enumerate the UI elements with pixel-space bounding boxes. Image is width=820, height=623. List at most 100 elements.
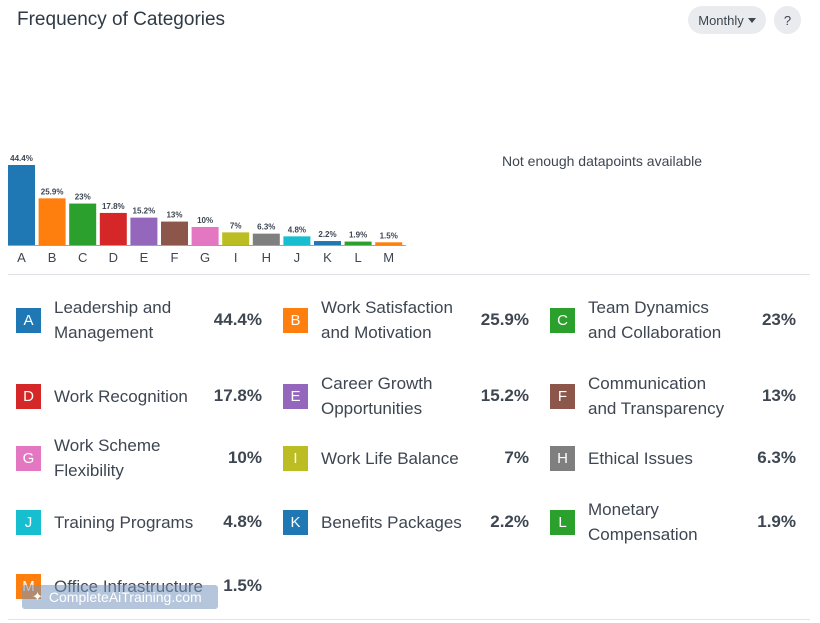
data-label-A: 44.4%: [10, 154, 33, 163]
legend-swatch: L: [550, 509, 575, 535]
legend-label: Leadership and Management: [54, 298, 172, 342]
tick-label-F: F: [171, 250, 179, 265]
legend-label: Work Life Balance: [321, 448, 459, 468]
legend-item-L: L Monetary Compensation 1.9%: [534, 494, 796, 550]
bar-A[interactable]: [8, 165, 35, 245]
tick-label-B: B: [48, 250, 57, 265]
legend-percent: 15.2%: [480, 386, 529, 405]
legend-percent: 7%: [504, 448, 529, 467]
legend-item-D: D Work Recognition 17.8%: [0, 366, 262, 426]
legend-item-K: K Benefits Packages 2.2%: [267, 494, 529, 550]
bar-F[interactable]: [161, 221, 188, 245]
tick-label-C: C: [78, 250, 87, 265]
tick-label-D: D: [109, 250, 118, 265]
divider: [8, 274, 810, 275]
legend-label: Communication and Transparency: [588, 374, 725, 418]
data-label-H: 6.3%: [257, 223, 275, 232]
divider: [8, 619, 810, 620]
legend-percent: 17.8%: [213, 386, 262, 405]
legend-item-C: C Team Dynamics and Collaboration 23%: [534, 290, 796, 350]
legend-label: Work Recognition: [54, 386, 188, 406]
legend-percent: 13%: [761, 386, 796, 405]
tick-label-A: A: [17, 250, 26, 265]
data-label-F: 13%: [166, 211, 182, 220]
legend-label: Career Growth Opportunities: [321, 374, 433, 418]
legend-item-F: F Communication and Transparency 13%: [534, 366, 796, 426]
bar-chart: 44.4% A 25.9% B 23% C 17.8% D 15.2% E 13% F 10% G 7% I 6…: [8, 154, 406, 265]
data-label-E: 15.2%: [133, 207, 156, 216]
legend-item-J: J Training Programs 4.8%: [0, 494, 262, 550]
legend-swatch: D: [16, 383, 41, 409]
sparkle-icon: ✦: [32, 589, 43, 604]
legend-percent: 44.4%: [213, 310, 262, 329]
legend-label: Ethical Issues: [588, 448, 693, 468]
bar-K[interactable]: [314, 241, 341, 245]
legend-percent: 1.9%: [757, 512, 796, 531]
tick-label-K: K: [323, 250, 332, 265]
legend-label: Team Dynamics and Collaboration: [588, 298, 722, 342]
help-button[interactable]: ?: [774, 6, 801, 34]
legend-percent: 6.3%: [757, 448, 796, 467]
legend-swatch: I: [283, 445, 308, 471]
caret-down-icon: [747, 17, 756, 23]
data-label-K: 2.2%: [318, 230, 336, 239]
tick-label-G: G: [200, 250, 210, 265]
no-data-message: Not enough datapoints available: [502, 153, 703, 169]
watermark: ✦ CompleteAiTraining.com: [22, 585, 218, 609]
legend-item-I: I Work Life Balance 7%: [267, 430, 529, 486]
legend-item-E: E Career Growth Opportunities 15.2%: [267, 366, 529, 426]
legend-label: Work Scheme Flexibility: [54, 436, 161, 480]
legend-swatch: A: [16, 307, 41, 333]
legend-percent: 1.5%: [223, 576, 262, 595]
legend-item-H: H Ethical Issues 6.3%: [534, 430, 796, 486]
tick-label-H: H: [262, 250, 271, 265]
legend-percent: 2.2%: [490, 512, 529, 531]
legend-percent: 10%: [227, 448, 262, 467]
data-label-D: 17.8%: [102, 202, 125, 211]
data-label-B: 25.9%: [41, 187, 64, 196]
data-label-C: 23%: [75, 193, 91, 202]
data-label-J: 4.8%: [288, 225, 306, 234]
legend-label: Monetary Compensation: [588, 500, 698, 544]
tick-label-M: M: [383, 250, 394, 265]
legend-swatch: H: [550, 445, 575, 471]
legend-label: Work Satisfaction and Motivation: [321, 298, 453, 342]
tick-label-J: J: [294, 250, 301, 265]
page-title: Frequency of Categories: [17, 9, 226, 30]
bar-G[interactable]: [191, 226, 219, 245]
legend-percent: 4.8%: [223, 512, 262, 531]
tick-label-E: E: [140, 250, 149, 265]
bar-L[interactable]: [344, 241, 372, 245]
legend-swatch: G: [16, 445, 41, 471]
legend-percent: 23%: [761, 310, 796, 329]
legend-swatch: C: [550, 307, 575, 333]
period-dropdown[interactable]: Monthly: [688, 6, 766, 34]
bar-I[interactable]: [222, 232, 250, 245]
category-legend: A Leadership and Management 44.4% B Work Sat…: [0, 280, 820, 610]
data-label-L: 1.9%: [349, 231, 367, 240]
watermark-text: CompleteAiTraining.com: [48, 589, 202, 605]
legend-item-G: G Work Scheme Flexibility 10%: [0, 430, 262, 486]
data-label-G: 10%: [197, 216, 213, 225]
legend-percent: 25.9%: [480, 310, 529, 329]
tick-label-I: I: [234, 250, 238, 265]
legend-swatch: K: [283, 509, 308, 535]
data-label-M: 1.5%: [380, 231, 398, 240]
bar-B[interactable]: [38, 198, 66, 245]
legend-label: Benefits Packages: [321, 512, 462, 532]
bar-E[interactable]: [130, 217, 158, 245]
legend-label: Training Programs: [54, 512, 194, 532]
tick-label-L: L: [354, 250, 361, 265]
bar-J[interactable]: [283, 236, 311, 245]
bar-H[interactable]: [252, 233, 280, 245]
legend-swatch: B: [283, 307, 308, 333]
data-label-I: 7%: [230, 221, 242, 230]
legend-swatch: F: [550, 383, 575, 409]
legend-item-A: A Leadership and Management 44.4%: [0, 290, 262, 350]
bar-D[interactable]: [99, 212, 127, 245]
legend-swatch: E: [283, 383, 308, 409]
legend-swatch: J: [16, 509, 41, 535]
legend-item-B: B Work Satisfaction and Motivation 25.9%: [267, 290, 529, 350]
bar-M[interactable]: [375, 242, 403, 245]
bar-C[interactable]: [69, 203, 97, 245]
